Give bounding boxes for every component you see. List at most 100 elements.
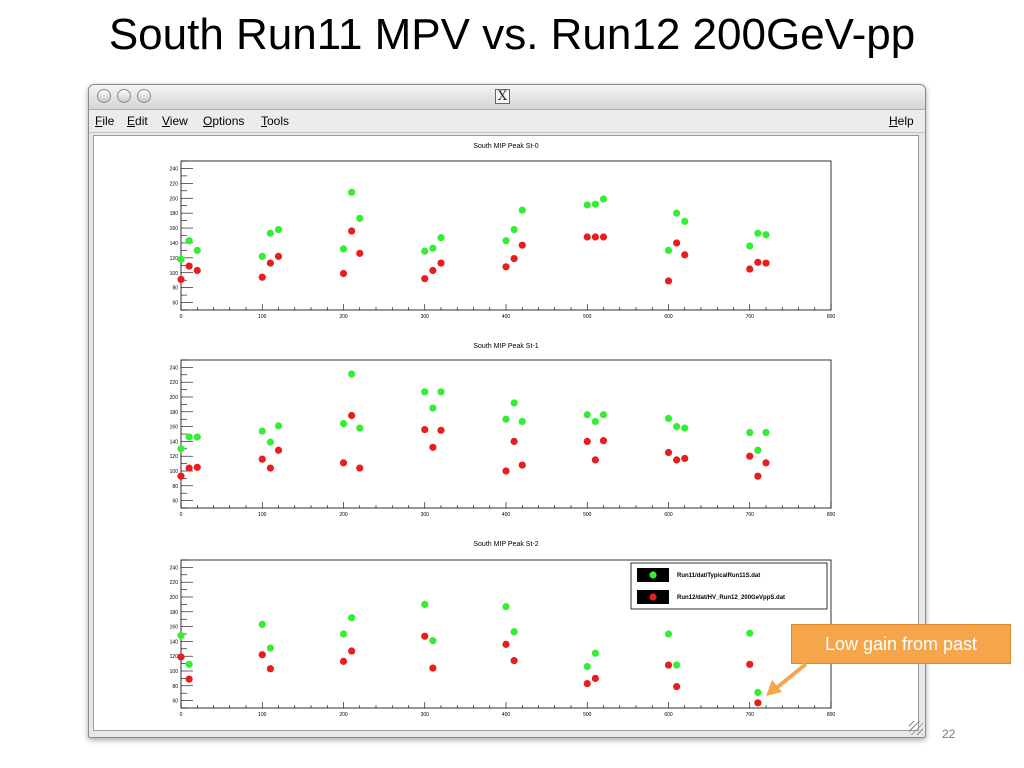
data-point-series-1 <box>258 273 266 281</box>
data-point-series-1 <box>274 252 283 260</box>
data-point-series-0 <box>356 424 364 432</box>
data-point-series-0 <box>754 229 762 237</box>
x-tick-label: 700 <box>746 712 755 718</box>
data-point-series-1 <box>583 437 591 445</box>
data-point-series-0 <box>591 200 599 208</box>
data-point-series-1 <box>664 277 673 285</box>
data-point-series-0 <box>762 428 770 437</box>
legend-entry-label: Run12/dat/HV_Run12_200GeVppS.dat <box>677 595 785 601</box>
data-point-series-1 <box>510 437 518 445</box>
x-tick-label: 300 <box>421 712 430 718</box>
y-tick-label: 80 <box>172 286 178 292</box>
x-tick-label: 700 <box>746 512 755 518</box>
close-window-icon[interactable] <box>97 89 111 103</box>
y-tick-label: 200 <box>170 595 179 601</box>
data-point-series-1 <box>599 233 608 241</box>
data-point-series-0 <box>746 629 754 637</box>
panel-title: South MIP Peak St-0 <box>473 143 538 150</box>
data-point-series-1 <box>274 446 283 454</box>
data-point-series-1 <box>746 265 754 273</box>
data-point-series-0 <box>421 247 429 255</box>
data-point-series-0 <box>599 195 608 203</box>
menu-options[interactable]: Options <box>203 114 245 128</box>
data-point-series-1 <box>339 657 348 665</box>
data-point-series-0 <box>591 417 599 426</box>
x-tick-label: 800 <box>827 512 836 518</box>
data-point-series-1 <box>193 463 201 471</box>
plot-frame <box>180 160 832 311</box>
menu-file[interactable]: File <box>95 114 115 128</box>
x-tick-label: 100 <box>258 712 267 718</box>
data-point-series-0 <box>518 206 526 214</box>
data-point-series-1 <box>339 269 348 278</box>
data-point-series-0 <box>193 246 201 254</box>
minimize-window-icon[interactable] <box>117 89 131 103</box>
y-tick-label: 120 <box>170 654 179 660</box>
y-tick-label: 140 <box>170 639 179 645</box>
data-point-series-1 <box>348 647 356 655</box>
root-canvas-window: X File Edit View Options Tools Help Sout… <box>88 84 926 738</box>
data-point-series-1 <box>185 675 193 683</box>
data-point-series-0 <box>348 614 356 622</box>
data-point-series-1 <box>429 664 437 672</box>
plot-canvas[interactable]: South MIP Peak St-0 60 80 100 120 140 160 180 20… <box>93 135 919 731</box>
y-tick-label: 200 <box>170 196 179 202</box>
y-tick-label: 160 <box>170 226 179 232</box>
y-tick-label: 100 <box>170 271 179 277</box>
data-point-series-1 <box>266 464 274 472</box>
data-point-series-0 <box>681 424 689 432</box>
data-point-series-1 <box>510 657 518 665</box>
y-tick-label: 100 <box>170 669 179 675</box>
x-tick-label: 200 <box>339 712 348 718</box>
data-point-series-1 <box>746 660 754 668</box>
y-tick-label: 60 <box>172 699 178 705</box>
window-titlebar[interactable]: X <box>89 85 925 110</box>
data-point-series-0 <box>502 237 510 245</box>
data-point-series-0 <box>510 628 518 636</box>
data-point-series-0 <box>583 411 591 419</box>
data-point-series-0 <box>502 415 510 423</box>
y-tick-label: 200 <box>170 395 179 401</box>
data-point-series-0 <box>348 188 356 196</box>
resize-grip-icon[interactable] <box>909 721 923 735</box>
data-point-series-0 <box>356 214 364 222</box>
data-point-series-1 <box>754 258 762 266</box>
panel-title: South MIP Peak St-2 <box>473 541 538 548</box>
data-point-series-0 <box>502 603 510 611</box>
menu-help[interactable]: Help <box>889 114 914 128</box>
data-point-series-1 <box>673 239 681 247</box>
panel-2: South MIP Peak St-2 60 80 100 120 140 160 180 20… <box>170 541 836 718</box>
x-tick-label: 0 <box>180 512 183 518</box>
data-point-series-1 <box>356 464 364 472</box>
plot-frame <box>180 359 832 509</box>
data-point-series-0 <box>599 411 608 419</box>
data-point-series-0 <box>185 237 193 245</box>
data-point-series-1 <box>348 227 356 235</box>
data-point-series-0 <box>762 231 770 239</box>
data-point-series-1 <box>177 653 185 661</box>
zoom-window-icon[interactable] <box>137 89 151 103</box>
data-point-series-1 <box>502 467 510 475</box>
data-point-series-0 <box>193 433 201 441</box>
menu-view[interactable]: View <box>162 114 188 128</box>
menu-tools[interactable]: Tools <box>261 114 290 128</box>
data-point-series-0 <box>274 225 283 234</box>
data-point-series-1 <box>518 461 526 469</box>
data-point-series-1 <box>258 651 266 659</box>
y-tick-label: 180 <box>170 610 179 616</box>
y-tick-label: 240 <box>170 166 179 172</box>
legend-marker <box>649 593 657 601</box>
data-point-series-0 <box>510 225 518 234</box>
data-point-series-0 <box>266 644 274 652</box>
data-point-series-0 <box>421 388 429 396</box>
data-point-series-1 <box>591 456 599 464</box>
data-point-series-1 <box>673 456 681 464</box>
menu-edit[interactable]: Edit <box>127 114 148 128</box>
data-point-series-1 <box>502 640 510 648</box>
x-tick-label: 600 <box>664 512 673 518</box>
data-point-series-1 <box>185 262 193 270</box>
data-point-series-1 <box>754 699 762 707</box>
y-tick-label: 60 <box>172 499 178 505</box>
data-point-series-1 <box>510 254 518 263</box>
plots-svg: South MIP Peak St-0 60 80 100 120 140 160 180 20… <box>170 143 836 718</box>
